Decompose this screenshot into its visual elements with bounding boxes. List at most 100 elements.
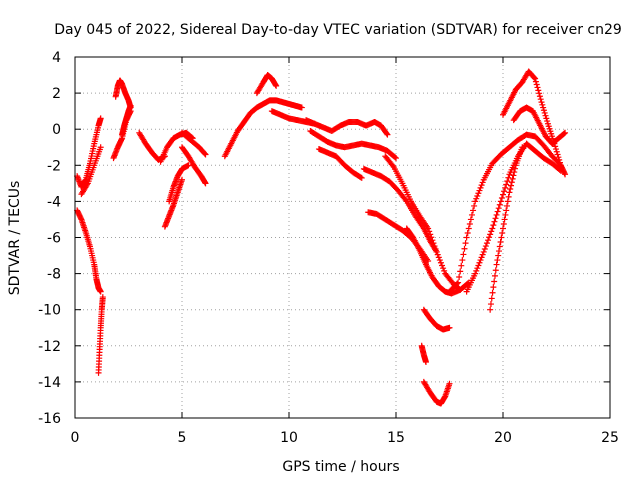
x-tick-label: 25 <box>601 430 619 446</box>
series-trace-k <box>166 162 192 205</box>
data-point <box>455 279 462 286</box>
series-trace-h <box>136 129 168 163</box>
data-point <box>540 107 547 114</box>
y-tick-label: 2 <box>52 86 61 102</box>
data-point <box>99 294 106 301</box>
data-point <box>446 380 453 387</box>
data-point <box>358 174 365 181</box>
data-point <box>474 265 481 272</box>
data-point <box>532 78 539 85</box>
data-point <box>487 301 494 308</box>
data-point <box>493 211 500 218</box>
data-point <box>298 104 305 111</box>
data-point <box>553 148 560 155</box>
data-point <box>433 248 440 255</box>
series-trace-j <box>161 176 185 230</box>
series-trace-cc <box>487 144 526 313</box>
data-point <box>439 262 446 269</box>
data-point <box>472 270 479 277</box>
data-point <box>492 215 499 222</box>
data-point <box>500 220 507 227</box>
data-point <box>179 176 185 183</box>
data-point <box>463 234 470 241</box>
data-point <box>476 187 483 194</box>
data-point <box>475 262 482 269</box>
data-point <box>488 295 495 302</box>
data-point <box>458 262 465 269</box>
data-point <box>393 155 399 162</box>
data-point <box>541 109 548 116</box>
data-point <box>495 252 502 259</box>
data-point <box>533 81 540 88</box>
data-point <box>402 197 409 204</box>
data-point <box>543 115 550 122</box>
data-point <box>502 211 509 218</box>
data-point <box>542 112 549 119</box>
data-point <box>185 162 192 169</box>
data-point <box>384 131 391 138</box>
data-point <box>556 159 563 166</box>
data-point <box>435 254 442 261</box>
x-tick-label: 15 <box>387 430 405 446</box>
data-point <box>500 225 506 232</box>
data-point <box>499 229 506 236</box>
data-point <box>507 185 514 192</box>
series-trace-e <box>112 77 134 111</box>
data-point <box>504 198 511 205</box>
data-point <box>540 104 547 111</box>
data-point <box>453 280 460 287</box>
data-point <box>202 151 209 158</box>
data-point <box>464 229 471 236</box>
y-tick-label: -6 <box>47 231 61 247</box>
x-tick-label: 20 <box>494 430 512 446</box>
data-point <box>461 245 468 252</box>
y-tick-label: -16 <box>38 411 61 427</box>
data-point <box>477 184 484 191</box>
data-point <box>497 239 504 246</box>
data-point <box>492 267 499 274</box>
data-point <box>436 257 443 264</box>
data-point <box>536 93 543 100</box>
data-point <box>357 174 364 181</box>
x-axis-title: GPS time / hours <box>282 459 399 475</box>
series-trace-bb <box>463 140 564 295</box>
series-trace-x <box>420 306 453 333</box>
series-trace-n <box>221 97 305 160</box>
data-point <box>494 208 501 215</box>
data-point <box>508 182 515 189</box>
data-point <box>556 156 563 163</box>
series-trace-q <box>303 117 391 138</box>
y-tick-label: -8 <box>47 267 61 283</box>
data-point <box>478 254 485 261</box>
data-point <box>498 234 505 241</box>
series-trace-w <box>403 225 472 297</box>
data-point <box>532 75 539 82</box>
data-point <box>534 84 541 91</box>
series-trace-s <box>315 146 365 181</box>
data-point <box>457 268 464 275</box>
data-point <box>501 188 508 195</box>
data-point <box>505 174 512 181</box>
data-point <box>471 202 478 209</box>
series-trace-m <box>179 129 209 158</box>
data-point <box>535 87 542 94</box>
data-point <box>554 151 561 158</box>
data-point <box>426 228 433 235</box>
data-point <box>519 144 526 151</box>
data-point <box>273 82 280 89</box>
data-point <box>493 261 500 268</box>
data-point <box>486 234 493 241</box>
data-point <box>500 191 506 198</box>
data-point <box>474 192 481 199</box>
data-point <box>510 172 517 179</box>
data-layer <box>74 68 569 407</box>
y-tick-label: 4 <box>52 50 61 66</box>
data-point <box>489 289 496 296</box>
data-point <box>465 225 472 232</box>
data-point <box>487 231 494 238</box>
data-point <box>506 189 513 196</box>
data-point <box>383 130 390 137</box>
series-trace-dd <box>500 68 569 178</box>
data-point <box>479 179 486 186</box>
